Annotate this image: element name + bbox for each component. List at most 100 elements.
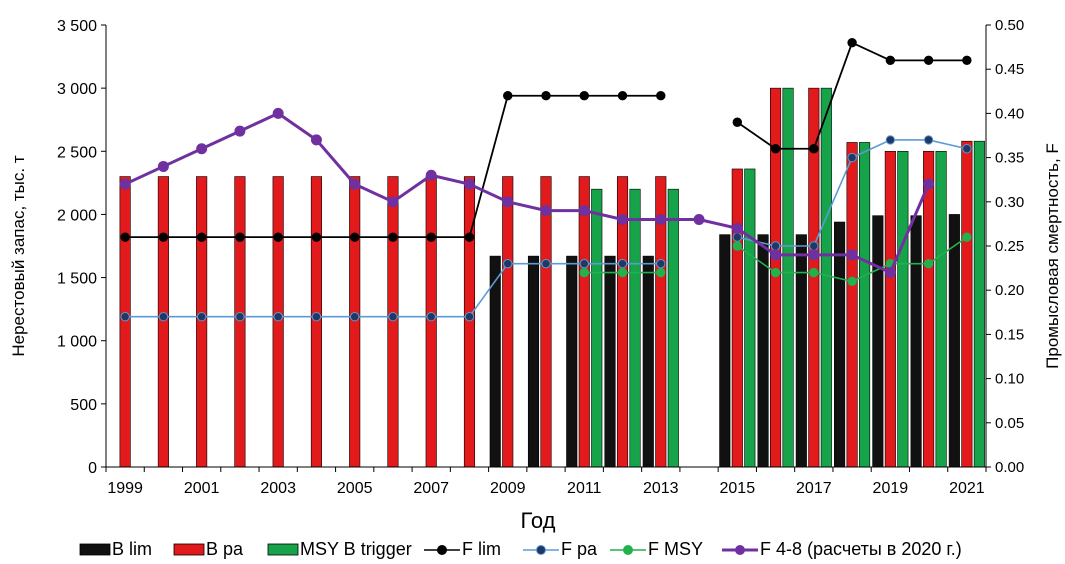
x-axis-label: Год xyxy=(520,508,555,533)
line-3-point-2005 xyxy=(349,178,361,190)
x-tick-label: 2013 xyxy=(643,480,679,497)
bar-b-lim-2015 xyxy=(719,234,731,468)
bar-b-lim-2018 xyxy=(834,221,846,468)
bar-b-pa-2015 xyxy=(731,168,743,468)
y-axis-left-label: Нерестовый запас, тыс. т xyxy=(9,155,28,356)
legend-marker-6 xyxy=(735,545,745,555)
line-0-point-2001 xyxy=(196,232,207,242)
line-0-point-2011 xyxy=(579,91,589,101)
y-left-tick-label: 500 xyxy=(70,397,97,414)
line-3-point-2003 xyxy=(272,107,284,119)
line-3-point-2019 xyxy=(884,267,896,279)
y-right-tick-label: 0.50 xyxy=(995,17,1024,34)
bar-msy-b-trigger-2015 xyxy=(744,168,756,468)
line-0-point-2009 xyxy=(503,91,513,101)
line-1-point-2019 xyxy=(885,135,896,145)
legend-label-4: F pa xyxy=(561,539,598,559)
bar-msy-b-trigger-2017 xyxy=(820,87,832,468)
x-tick-label: 2017 xyxy=(796,480,832,497)
bar-msy-b-trigger-2019 xyxy=(897,150,909,468)
legend: B lim B pa MSY B trigger F lim F pa F MSY F 4-… xyxy=(79,539,962,559)
line-0-point-2006 xyxy=(388,232,398,242)
legend-label-6: F 4-8 (расчеты в 2020 г.) xyxy=(760,539,962,559)
bar-b-lim-2011 xyxy=(566,255,578,468)
bar-b-lim-2009 xyxy=(489,255,501,468)
line-3-point-2008 xyxy=(463,178,475,190)
line-0-point-2007 xyxy=(426,232,436,242)
y-axis-right-label: Промысловая смертность, F xyxy=(1043,143,1062,369)
bar-b-pa-2002 xyxy=(234,176,246,468)
line-3-point-2011 xyxy=(578,205,590,217)
y-right-tick-label: 0.40 xyxy=(995,105,1024,122)
y-left-tick-label: 2 500 xyxy=(57,144,97,161)
line-0-point-2018 xyxy=(847,37,857,48)
line-0-point-2015 xyxy=(732,117,743,127)
bar-msy-b-trigger-2012 xyxy=(629,188,641,468)
line-1-point-2017 xyxy=(809,241,819,251)
bar-msy-b-trigger-2020 xyxy=(935,150,947,468)
y-left-tick-label: 0 xyxy=(88,460,97,477)
line-3-point-2016 xyxy=(770,249,782,261)
line-1-point-2005 xyxy=(349,312,360,322)
legend-marker-3 xyxy=(437,545,447,555)
bar-b-pa-2007 xyxy=(425,176,437,468)
x-tick-label: 2015 xyxy=(720,480,756,497)
bar-msy-b-trigger-2011 xyxy=(591,188,603,468)
bars-layer xyxy=(119,87,985,468)
line-3-point-2012 xyxy=(617,213,629,225)
line-0-point-2012 xyxy=(617,91,628,101)
y-right-tick-label: 0.30 xyxy=(995,194,1024,211)
line-1-point-2013 xyxy=(656,258,666,269)
bar-b-lim-2019 xyxy=(872,215,884,468)
x-tick-label: 1999 xyxy=(107,480,143,497)
legend-label-5: F MSY xyxy=(648,539,703,559)
line-2-point-2011 xyxy=(579,267,589,278)
line-1-point-2016 xyxy=(770,241,781,251)
line-1-point-2009 xyxy=(503,258,513,269)
x-tick-label: 2005 xyxy=(337,480,373,497)
bar-b-pa-2005 xyxy=(349,176,361,468)
legend-swatch-2 xyxy=(267,543,299,556)
y-right-tick-label: 0.35 xyxy=(995,150,1024,167)
x-tick-label: 2021 xyxy=(949,480,985,497)
line-3-point-2000 xyxy=(157,160,169,172)
line-2-point-2015 xyxy=(732,241,743,251)
line-0-point-1999 xyxy=(120,232,130,242)
line-1-point-2021 xyxy=(962,144,972,154)
bar-b-pa-2021 xyxy=(961,140,973,468)
line-1-point-2010 xyxy=(541,258,551,269)
line-0-point-2000 xyxy=(158,232,169,242)
x-tick-label: 2007 xyxy=(413,480,449,497)
y-left-tick-label: 3 000 xyxy=(57,81,97,98)
bar-b-pa-2009 xyxy=(502,176,514,468)
line-1-point-2020 xyxy=(923,135,934,145)
legend-label-1: B pa xyxy=(206,539,244,559)
line-1-point-2002 xyxy=(235,312,245,322)
line-0-point-2002 xyxy=(235,232,245,242)
bar-b-pa-2019 xyxy=(884,150,896,468)
y-right-tick-label: 0.05 xyxy=(995,415,1024,432)
bar-b-pa-2010 xyxy=(540,176,552,468)
line-0-point-2005 xyxy=(349,232,360,242)
bar-b-lim-2010 xyxy=(527,255,540,468)
line-2-point-2020 xyxy=(923,258,934,269)
line-0-point-2003 xyxy=(273,232,283,242)
legend-marker-5 xyxy=(623,545,633,555)
line-0-point-2010 xyxy=(541,91,551,101)
bar-b-lim-2021 xyxy=(948,214,960,468)
bar-b-pa-2006 xyxy=(387,176,399,468)
line-0-point-2016 xyxy=(770,144,781,154)
y-right-tick-label: 0.25 xyxy=(995,238,1024,255)
legend-label-2: MSY B trigger xyxy=(300,539,412,559)
bar-b-lim-2017 xyxy=(795,234,807,468)
line-3-point-2013 xyxy=(655,213,667,225)
line-0-point-2021 xyxy=(962,55,972,66)
line-3-point-2014 xyxy=(693,213,705,225)
line-1-point-2001 xyxy=(196,312,207,322)
bar-msy-b-trigger-2021 xyxy=(973,140,985,468)
x-tick-label: 2009 xyxy=(490,480,526,497)
line-2-point-2012 xyxy=(617,267,628,278)
y-left-tick-label: 1 500 xyxy=(57,271,97,288)
legend-swatch-0 xyxy=(79,543,111,556)
bar-b-pa-2001 xyxy=(196,176,208,468)
